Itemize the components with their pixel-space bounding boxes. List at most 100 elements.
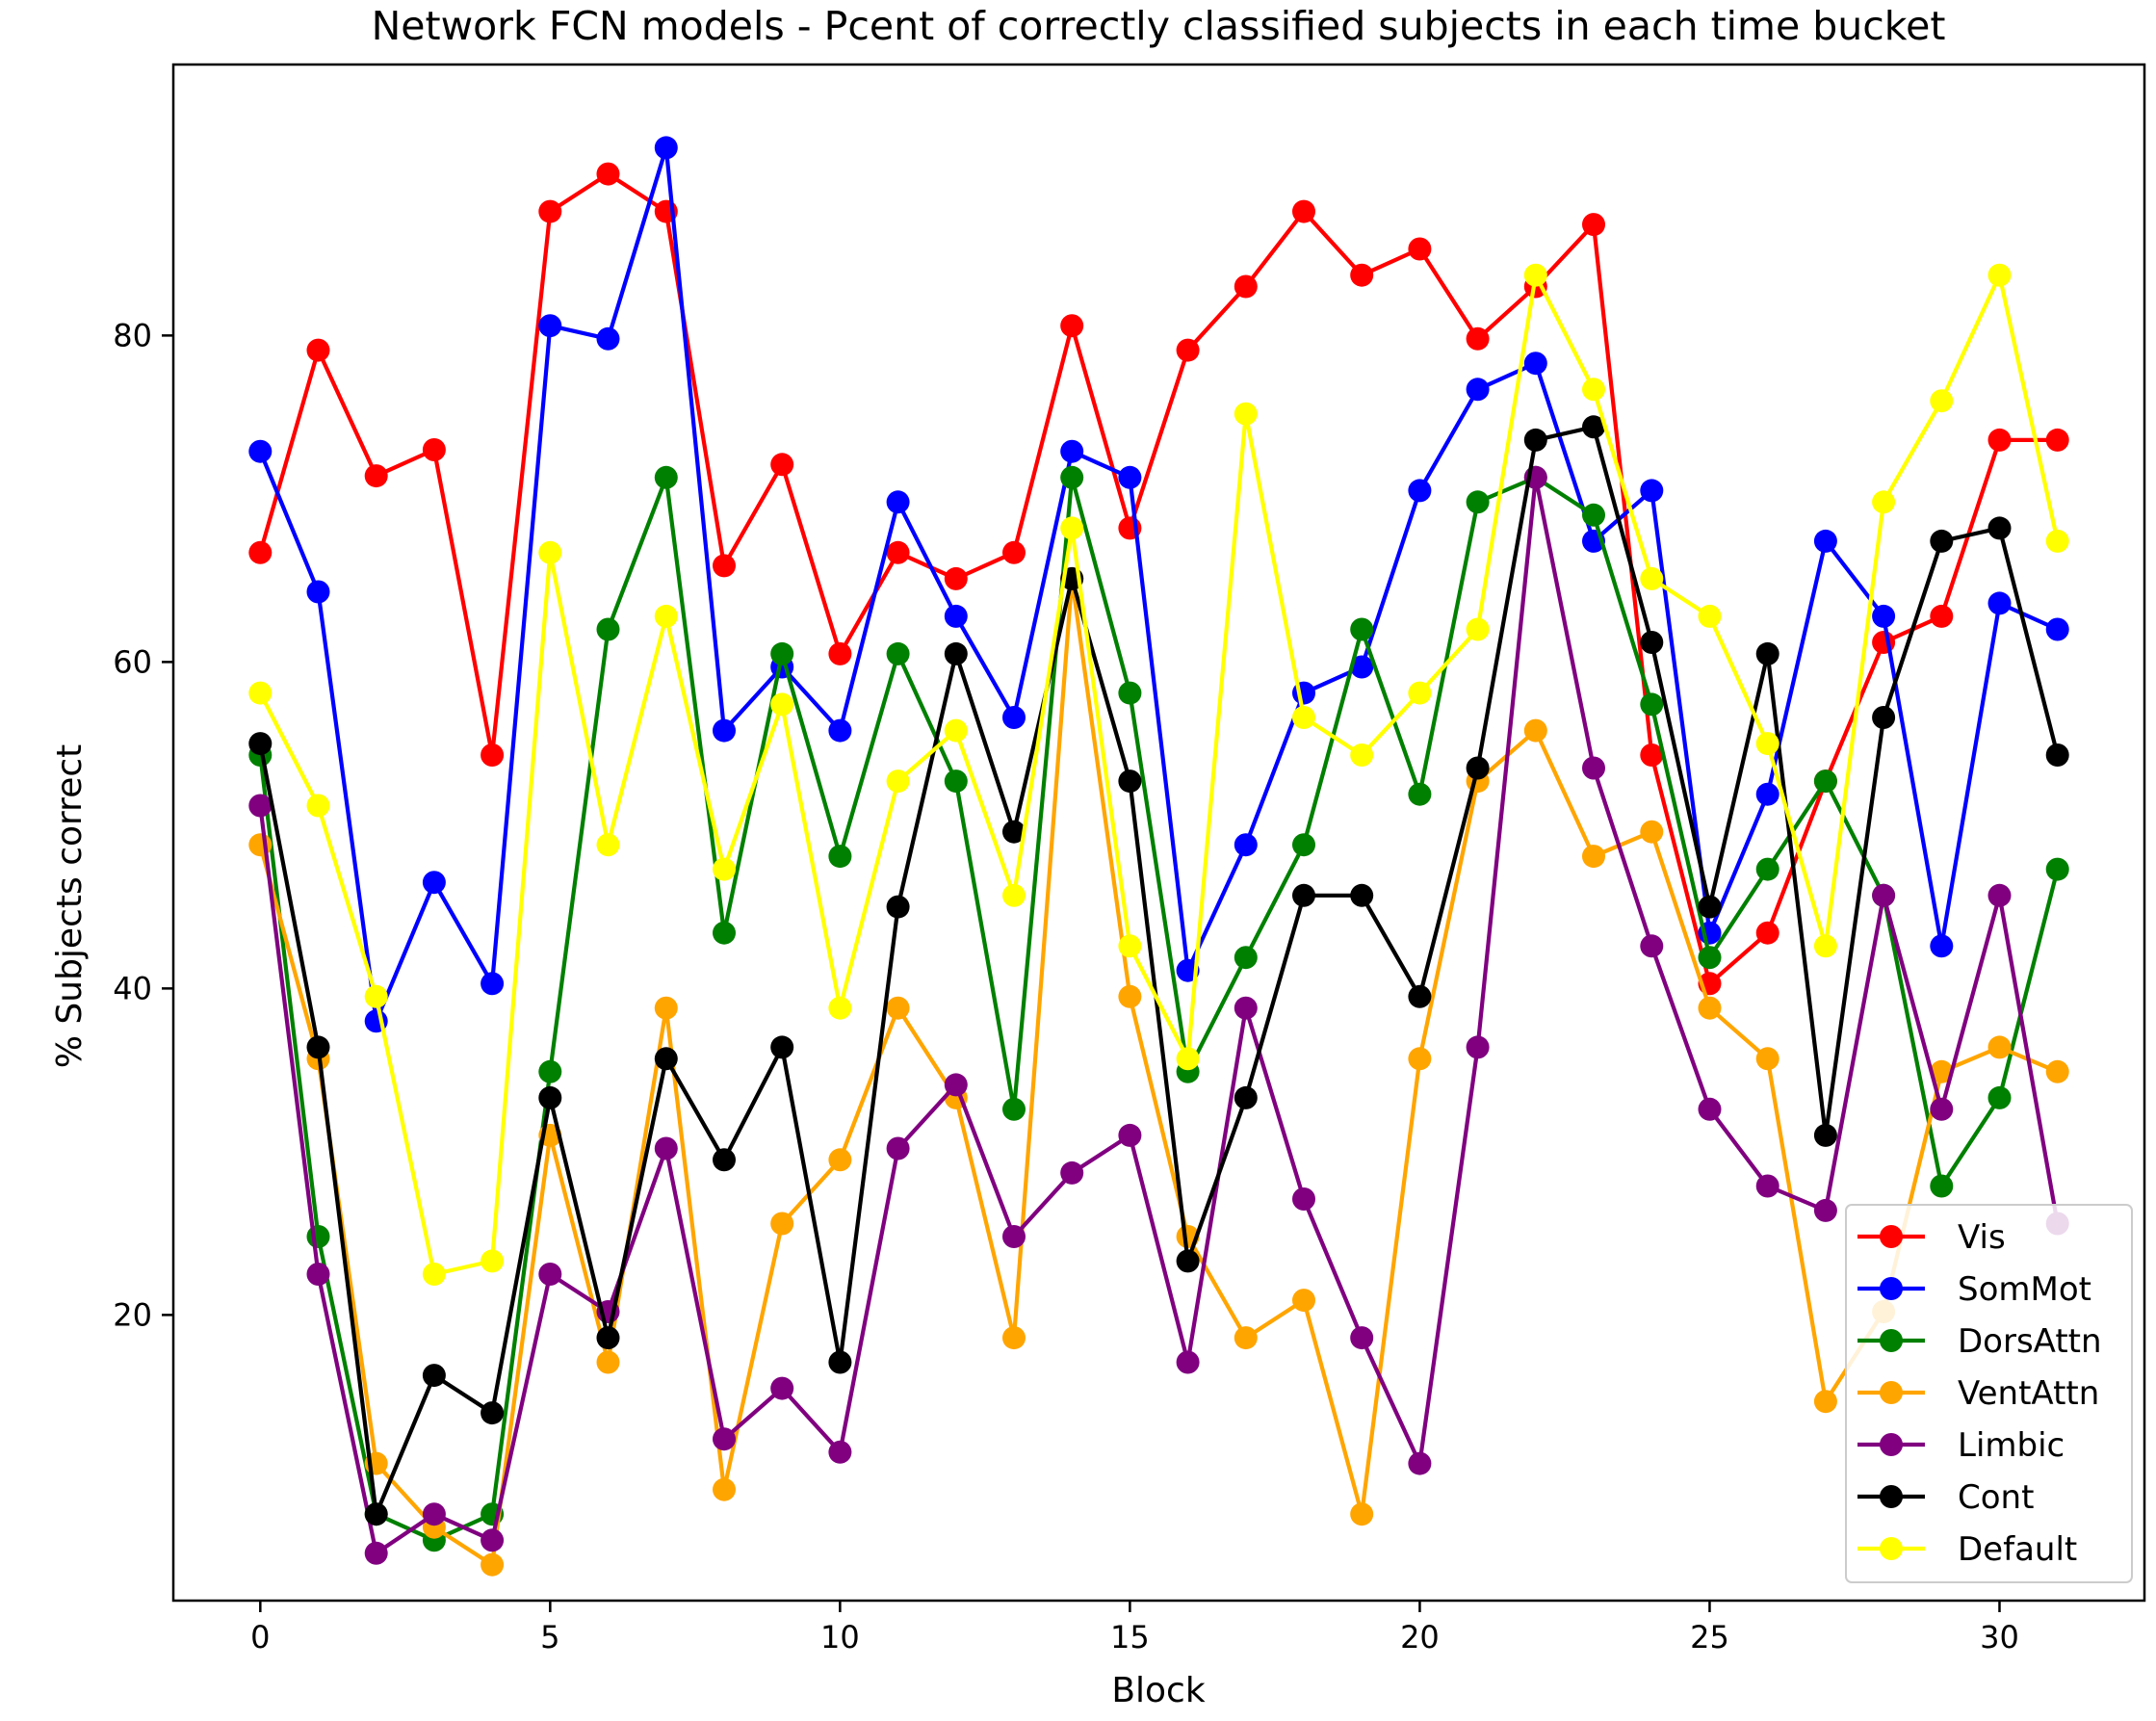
legend-label: VentAttn	[1958, 1374, 2099, 1413]
legend-label: Vis	[1958, 1218, 2006, 1257]
data-point	[1582, 503, 1605, 527]
legend-label: SomMot	[1958, 1270, 2091, 1309]
data-point	[248, 540, 273, 564]
data-point	[306, 338, 330, 362]
data-point	[1930, 1059, 1954, 1083]
data-point	[306, 1263, 330, 1286]
data-point	[770, 453, 794, 477]
data-point	[1698, 946, 1722, 970]
data-point	[248, 794, 273, 818]
data-point	[1930, 389, 1954, 413]
data-point	[770, 1212, 794, 1236]
data-point	[1582, 756, 1605, 780]
data-point	[1582, 845, 1605, 869]
series-default	[248, 263, 2069, 1286]
data-point	[1813, 1390, 1837, 1414]
data-point	[1872, 604, 1896, 628]
data-point	[1002, 540, 1026, 564]
data-point	[1523, 428, 1547, 452]
legend-box	[1845, 1204, 2133, 1583]
data-point	[1987, 883, 2012, 907]
data-point	[1987, 428, 2012, 452]
chart-title: Network FCN models - Pcent of correctly …	[372, 3, 1946, 49]
data-point	[2045, 1059, 2069, 1083]
data-point	[364, 984, 388, 1008]
data-point	[538, 314, 562, 338]
data-point	[944, 604, 968, 628]
data-point	[1118, 465, 1142, 489]
data-point	[422, 871, 446, 895]
data-point	[1350, 1326, 1374, 1350]
data-point	[1292, 883, 1315, 907]
legend-marker	[1880, 1433, 1903, 1456]
data-point	[1987, 516, 2012, 540]
data-point	[713, 921, 736, 945]
data-point	[248, 681, 273, 705]
x-tick-label: 20	[1400, 1619, 1440, 1656]
data-point	[1813, 934, 1837, 958]
data-point	[1813, 769, 1837, 794]
data-point	[596, 326, 620, 351]
data-point	[596, 617, 620, 641]
data-point	[1640, 934, 1664, 958]
data-point	[481, 743, 505, 767]
legend-item-ventattn: VentAttn	[1857, 1374, 2099, 1413]
data-point	[1234, 1085, 1258, 1109]
data-point	[248, 732, 273, 756]
y-tick-label: 20	[113, 1296, 152, 1333]
data-point	[1930, 604, 1954, 628]
data-point	[481, 1528, 505, 1552]
y-tick-label: 80	[113, 317, 152, 353]
data-point	[2045, 857, 2069, 881]
x-tick-label: 0	[250, 1619, 270, 1656]
data-point	[248, 833, 273, 857]
data-point	[1987, 591, 2012, 615]
legend-marker	[1880, 1277, 1903, 1300]
axes-frame	[171, 63, 2146, 1603]
data-point	[1234, 996, 1258, 1020]
data-point	[1582, 378, 1605, 402]
data-point	[713, 857, 736, 881]
data-point	[654, 465, 678, 489]
data-point	[1987, 1035, 2012, 1059]
data-point	[1234, 946, 1258, 970]
data-point	[1755, 641, 1779, 665]
data-point	[1755, 782, 1779, 806]
data-point	[1350, 1502, 1374, 1526]
data-point	[1813, 1123, 1837, 1147]
data-point	[422, 1502, 446, 1526]
data-point	[2045, 529, 2069, 553]
data-point	[944, 566, 968, 590]
data-point	[886, 641, 910, 665]
data-point	[886, 769, 910, 794]
data-point	[1350, 655, 1374, 679]
data-point	[770, 641, 794, 665]
data-point	[1466, 490, 1490, 514]
data-point	[886, 540, 910, 564]
data-point	[1408, 479, 1432, 503]
data-point	[364, 464, 388, 488]
data-point	[1813, 1198, 1837, 1222]
data-point	[886, 895, 910, 919]
data-point	[1350, 263, 1374, 287]
data-point	[1408, 984, 1432, 1008]
x-tick-label: 15	[1110, 1619, 1150, 1656]
data-point	[306, 794, 330, 818]
data-point	[481, 1249, 505, 1273]
data-point	[828, 1350, 852, 1374]
data-point	[1060, 314, 1084, 338]
data-point	[481, 1552, 505, 1577]
data-point	[1176, 338, 1200, 362]
data-point	[1872, 883, 1896, 907]
x-tick-label: 30	[1980, 1619, 2019, 1656]
legend-label: Limbic	[1958, 1426, 2065, 1465]
data-point	[1060, 516, 1084, 540]
data-point	[713, 1477, 736, 1501]
data-point	[944, 641, 968, 665]
series-dorsattn	[248, 465, 2069, 1552]
data-point	[828, 1148, 852, 1172]
data-point	[1234, 833, 1258, 857]
data-point	[422, 1364, 446, 1388]
data-point	[1466, 756, 1490, 780]
